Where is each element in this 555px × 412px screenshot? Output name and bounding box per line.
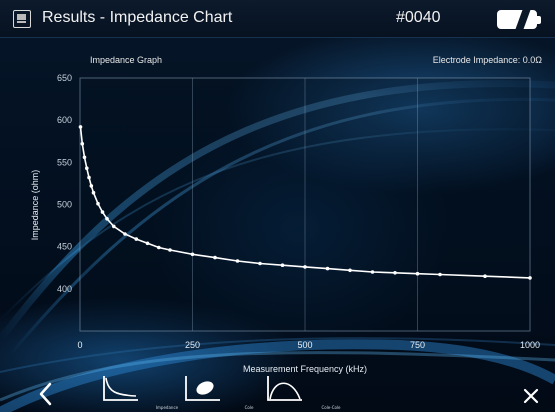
cole-plot-icon xyxy=(185,376,220,401)
impedance-view-label: Impedance xyxy=(155,405,179,410)
close-icon xyxy=(523,388,539,404)
cole-cole-view-button[interactable]: Cole-Cole xyxy=(262,372,341,412)
data-point xyxy=(80,142,85,146)
x-tick-label: 0 xyxy=(77,340,82,350)
y-tick-label: 550 xyxy=(57,157,72,167)
graph-title: Impedance Graph xyxy=(90,55,163,65)
y-tick-label: 500 xyxy=(57,200,72,210)
data-point xyxy=(96,201,100,206)
data-point xyxy=(528,276,532,280)
y-tick-label: 400 xyxy=(57,284,72,294)
bottom-toolbar: Impedance Cole Cole-Cole xyxy=(0,372,555,412)
x-tick-label: 1000 xyxy=(520,340,540,350)
chevron-left-icon xyxy=(39,382,52,406)
data-point xyxy=(415,271,420,276)
data-point xyxy=(235,259,240,263)
data-point xyxy=(393,271,397,275)
data-point xyxy=(258,261,262,266)
back-button[interactable] xyxy=(28,372,68,412)
y-tick-labels: 650 600 550 500 450 400 xyxy=(57,73,72,294)
record-number: #0040 xyxy=(396,9,441,26)
close-button[interactable] xyxy=(510,372,550,412)
page-title: Results - Impedance Chart xyxy=(42,9,233,26)
data-point xyxy=(105,217,109,221)
data-point xyxy=(190,252,195,257)
data-point xyxy=(303,265,307,269)
data-point xyxy=(112,224,116,229)
series-group xyxy=(78,125,532,280)
data-point xyxy=(213,255,217,260)
data-point xyxy=(145,241,150,246)
cole-cole-view-label: Cole-Cole xyxy=(321,405,341,410)
x-tick-label: 250 xyxy=(185,340,200,350)
data-point xyxy=(78,125,83,129)
x-tick-labels: 0 250 500 750 1000 xyxy=(77,340,540,350)
data-point xyxy=(348,268,352,273)
data-point xyxy=(483,274,487,279)
arc-icon xyxy=(267,376,302,401)
electrode-impedance: Electrode Impedance: 0.0Ω xyxy=(432,55,542,65)
data-point xyxy=(100,210,105,214)
data-point xyxy=(325,266,330,271)
data-point xyxy=(370,270,375,274)
x-tick-label: 500 xyxy=(297,340,312,350)
data-point xyxy=(280,263,285,268)
gridlines xyxy=(192,78,418,331)
data-point xyxy=(123,232,127,236)
data-point xyxy=(157,245,161,250)
data-point xyxy=(168,248,172,252)
data-point xyxy=(91,190,96,195)
data-point xyxy=(89,184,94,188)
decay-curve-icon xyxy=(103,376,138,401)
y-tick-label: 600 xyxy=(57,115,72,125)
plot-area xyxy=(79,77,531,332)
x-tick-label: 750 xyxy=(410,340,425,350)
results-icon xyxy=(13,10,31,28)
battery-icon xyxy=(497,10,541,29)
cole-view-button[interactable]: Cole xyxy=(180,372,253,412)
data-point xyxy=(82,155,87,160)
data-point xyxy=(85,166,89,170)
data-point xyxy=(87,175,91,180)
data-point xyxy=(438,272,442,277)
x-axis-label: Measurement Frequency (kHz) xyxy=(243,364,367,374)
y-tick-label: 650 xyxy=(57,73,72,83)
y-axis-label: Impedance (ohm) xyxy=(30,170,40,241)
title-bar: Results - Impedance Chart #0040 xyxy=(0,0,555,38)
data-point xyxy=(134,237,139,241)
cole-view-label: Cole xyxy=(244,405,254,410)
impedance-view-button[interactable]: Impedance xyxy=(98,372,178,412)
y-tick-label: 450 xyxy=(57,242,72,252)
